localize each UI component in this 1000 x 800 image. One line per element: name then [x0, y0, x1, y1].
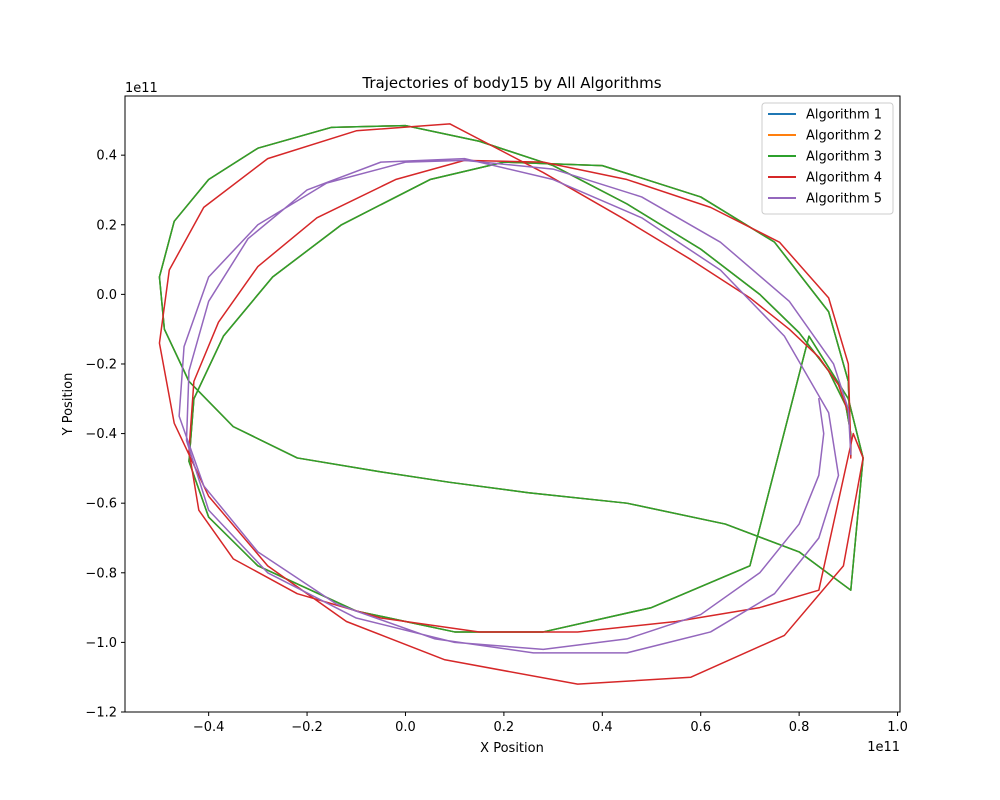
y-offset-label: 1e11 — [125, 81, 158, 96]
y-tick-label: −1.0 — [85, 636, 117, 651]
x-axis-label: X Position — [480, 741, 544, 756]
series-layer — [158, 123, 864, 685]
y-axis: −1.2 −1.0 −0.8 −0.6 −0.4 −0.2 0.0 0.2 0.4 — [85, 149, 125, 721]
axes-frame — [124, 95, 901, 713]
y-tick-label: −0.8 — [85, 566, 117, 581]
y-tick-label: 0.2 — [96, 218, 117, 233]
legend-label-algorithm-4: Algorithm 4 — [806, 171, 882, 186]
x-axis: −0.4 −0.2 0.0 0.2 0.4 0.6 0.8 1.0 — [193, 712, 908, 735]
legend: Algorithm 1 Algorithm 2 Algorithm 3 Algorit… — [761, 102, 894, 215]
x-tick-label: 0.6 — [690, 720, 711, 735]
legend-label-algorithm-1: Algorithm 1 — [806, 108, 882, 123]
y-tick-label: −1.2 — [85, 706, 117, 721]
chart-title: Trajectories of body15 by All Algorithms — [361, 74, 661, 92]
y-tick-label: −0.6 — [85, 497, 117, 512]
y-tick-label: 0.0 — [96, 288, 117, 303]
legend-label-algorithm-5: Algorithm 5 — [806, 192, 882, 207]
series-line-algorithm-5 — [178, 157, 852, 654]
y-axis-label: Y Position — [61, 373, 76, 437]
series-line-algorithm-4 — [158, 123, 864, 685]
y-tick-label: −0.2 — [85, 357, 117, 372]
legend-label-algorithm-2: Algorithm 2 — [806, 129, 882, 144]
x-tick-label: −0.4 — [193, 720, 225, 735]
x-tick-label: 0.0 — [395, 720, 416, 735]
y-tick-label: −0.4 — [85, 427, 117, 442]
x-tick-label: 0.4 — [592, 720, 613, 735]
legend-box — [761, 102, 894, 215]
x-offset-label: 1e11 — [867, 740, 900, 755]
x-tick-label: 0.2 — [494, 720, 515, 735]
y-tick-label: 0.4 — [96, 149, 117, 164]
x-tick-label: 0.8 — [789, 720, 810, 735]
x-tick-label: 1.0 — [887, 720, 908, 735]
x-tick-label: −0.2 — [291, 720, 323, 735]
plot-area — [124, 95, 901, 713]
legend-label-algorithm-3: Algorithm 3 — [806, 150, 882, 165]
